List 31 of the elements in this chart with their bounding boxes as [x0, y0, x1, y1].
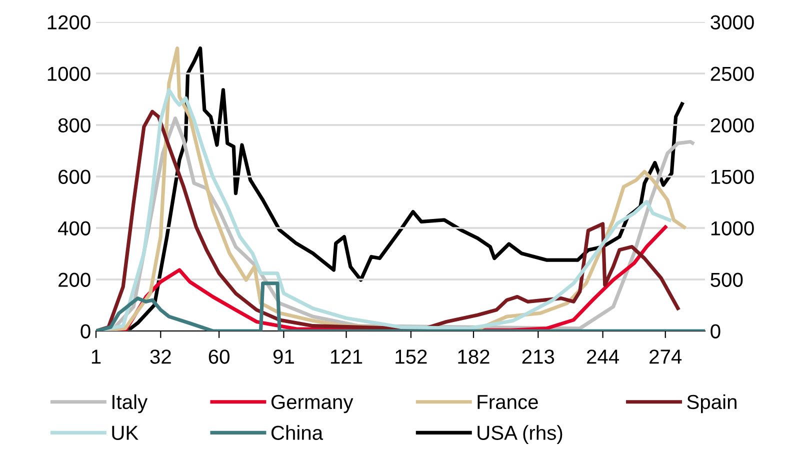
legend-label: China — [271, 425, 324, 440]
legend-label: UK — [112, 426, 138, 440]
x-tick-label: 60 — [208, 350, 230, 364]
y-tick-label: 800 — [58, 118, 90, 132]
legend-label: Germany — [271, 394, 354, 414]
x-tick-label: 91 — [273, 350, 294, 364]
y2-tick-label: 2500 — [710, 66, 754, 81]
y-tick-label: 1200 — [48, 15, 90, 30]
x-tick-label: 121 — [331, 350, 362, 364]
x-tick-label: 213 — [522, 350, 554, 364]
y-tick-label: 400 — [58, 221, 90, 236]
x-tick-label: 1 — [92, 350, 101, 364]
legend-label: France — [478, 395, 538, 410]
legend-label: Spain — [687, 394, 736, 414]
x-tick-label: 152 — [396, 350, 427, 364]
y2-tick-label: 500 — [710, 272, 743, 287]
x-tick-label: 182 — [458, 350, 490, 364]
y2-tick-label: 1500 — [711, 170, 754, 184]
x-tick-label: 32 — [150, 350, 171, 364]
y2-tick-label: 3000 — [710, 15, 754, 30]
y-tick-label: 200 — [58, 272, 90, 287]
legend-label: USA (rhs) — [478, 425, 562, 444]
legend-label: Italy — [112, 394, 148, 414]
y-tick-label: 600 — [58, 170, 90, 184]
y-tick-label: 1000 — [48, 66, 90, 81]
x-tick-label: 274 — [650, 350, 682, 364]
y2-tick-label: 0 — [710, 324, 720, 338]
x-tick-label: 244 — [587, 350, 620, 364]
y-tick-label: 0 — [80, 324, 90, 338]
y2-tick-label: 2000 — [710, 118, 754, 132]
y2-tick-label: 1000 — [711, 221, 754, 236]
